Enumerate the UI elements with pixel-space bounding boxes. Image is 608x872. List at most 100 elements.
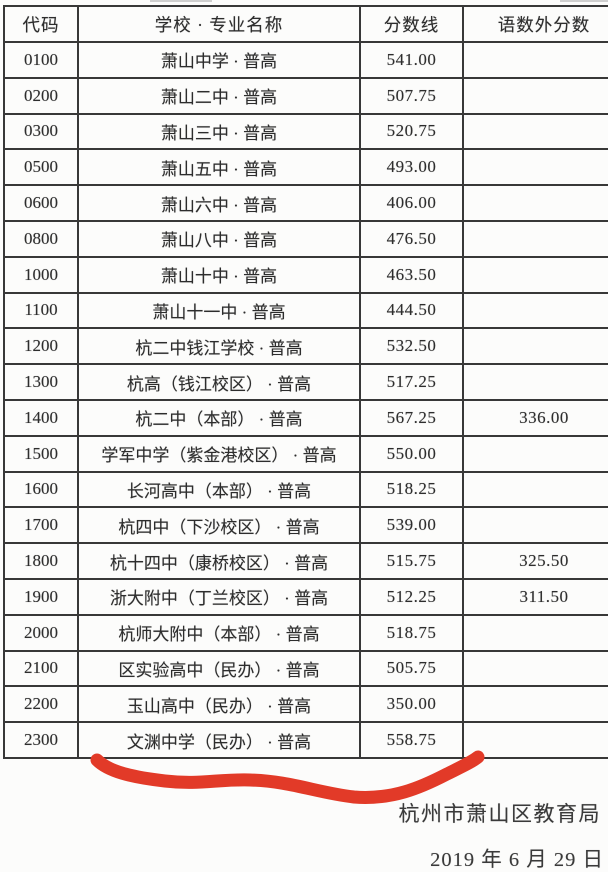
school-name: 玉山高中（民办） · 普高 [77, 685, 361, 724]
school-name: 萧山二中 · 普高 [77, 76, 361, 115]
table-row: 1700 杭四中（下沙校区） · 普高 539.00 [3, 506, 608, 545]
header-school-name: 学校 · 专业名称 [77, 5, 361, 43]
school-code: 0500 [3, 148, 79, 187]
school-name: 浙大附中（丁兰校区） · 普高 [77, 577, 361, 616]
score-line-value: 515.75 [359, 542, 464, 580]
school-code: 0200 [3, 76, 79, 115]
school-name: 文渊中学（民办） · 普高 [77, 721, 361, 759]
school-name: 学军中学（紫金港校区） · 普高 [77, 434, 361, 473]
school-code: 1200 [3, 327, 79, 366]
table-row: 0100 萧山中学 · 普高 541.00 [3, 41, 608, 79]
table-row: 1800 杭十四中（康桥校区） · 普高 515.75 325.50 [3, 542, 608, 580]
header-code: 代码 [3, 5, 79, 43]
lsw-score-value [462, 327, 608, 366]
score-line-value: 541.00 [359, 41, 464, 79]
score-line-value: 512.25 [359, 577, 464, 616]
school-code: 1900 [3, 577, 79, 616]
lsw-score-value [462, 291, 608, 330]
school-code: 1500 [3, 434, 79, 473]
lsw-score-value [462, 41, 608, 79]
score-line-value: 550.00 [359, 434, 464, 473]
lsw-score-value [462, 112, 608, 151]
lsw-score-value: 325.50 [462, 542, 608, 580]
score-line-value: 518.25 [359, 470, 464, 509]
document-date: 2019 年 6 月 29 日 [430, 849, 604, 871]
lsw-score-value [462, 613, 608, 652]
score-line-value: 505.75 [359, 649, 464, 688]
scan-artifact [560, 0, 608, 2]
school-code: 2100 [3, 649, 79, 688]
table-row: 0500 萧山五中 · 普高 493.00 [3, 148, 608, 187]
school-code: 0100 [3, 41, 79, 79]
table-row: 0200 萧山二中 · 普高 507.75 [3, 76, 608, 115]
school-code: 2000 [3, 613, 79, 652]
table-row: 0800 萧山八中 · 普高 476.50 [3, 219, 608, 258]
school-code: 2300 [3, 721, 79, 759]
school-name: 萧山六中 · 普高 [77, 184, 361, 222]
lsw-score-value [462, 148, 608, 187]
lsw-score-value [462, 649, 608, 688]
school-code: 1100 [3, 291, 79, 330]
lsw-score-value [462, 363, 608, 401]
table-row: 1500 学军中学（紫金港校区） · 普高 550.00 [3, 434, 608, 473]
school-name: 杭十四中（康桥校区） · 普高 [77, 542, 361, 580]
school-name: 萧山十一中 · 普高 [77, 291, 361, 330]
table-body: 0100 萧山中学 · 普高 541.00 0200 萧山二中 · 普高 507… [3, 41, 608, 759]
score-line-value: 507.75 [359, 76, 464, 115]
lsw-score-value [462, 255, 608, 294]
lsw-score-value [462, 434, 608, 473]
score-line-value: 463.50 [359, 255, 464, 294]
school-name: 杭师大附中（本部） · 普高 [77, 613, 361, 652]
header-row: 代码 学校 · 专业名称 分数线 语数外分数 [3, 5, 608, 43]
table-row: 1300 杭高（钱江校区） · 普高 517.25 [3, 363, 608, 401]
table-row: 1100 萧山十一中 · 普高 444.50 [3, 291, 608, 330]
school-name: 萧山中学 · 普高 [77, 41, 361, 79]
table-row: 0600 萧山六中 · 普高 406.00 [3, 184, 608, 222]
lsw-score-value [462, 470, 608, 509]
school-name: 杭高（钱江校区） · 普高 [77, 363, 361, 401]
lsw-score-value [462, 506, 608, 545]
school-name: 杭二中钱江学校 · 普高 [77, 327, 361, 366]
table-row: 2000 杭师大附中（本部） · 普高 518.75 [3, 613, 608, 652]
table-row: 1400 杭二中（本部） · 普高 567.25 336.00 [3, 398, 608, 437]
score-line-value: 532.50 [359, 327, 464, 366]
scan-artifact [150, 0, 212, 2]
school-code: 1600 [3, 470, 79, 509]
school-code: 0300 [3, 112, 79, 151]
score-line-value: 493.00 [359, 148, 464, 187]
school-name: 萧山八中 · 普高 [77, 219, 361, 258]
school-name: 萧山五中 · 普高 [77, 148, 361, 187]
header-lsw-score: 语数外分数 [462, 5, 608, 43]
score-line-value: 350.00 [359, 685, 464, 724]
score-line-value: 567.25 [359, 398, 464, 437]
school-code: 0600 [3, 184, 79, 222]
table-row: 1600 长河高中（本部） · 普高 518.25 [3, 470, 608, 509]
lsw-score-value [462, 685, 608, 724]
score-line-value: 476.50 [359, 219, 464, 258]
score-line-value: 518.75 [359, 613, 464, 652]
table-row: 1000 萧山十中 · 普高 463.50 [3, 255, 608, 294]
lsw-score-value: 336.00 [462, 398, 608, 437]
school-code: 1700 [3, 506, 79, 545]
lsw-score-value [462, 184, 608, 222]
table-row: 0300 萧山三中 · 普高 520.75 [3, 112, 608, 151]
table-row: 2200 玉山高中（民办） · 普高 350.00 [3, 685, 608, 724]
score-line-value: 520.75 [359, 112, 464, 151]
table-row: 1200 杭二中钱江学校 · 普高 532.50 [3, 327, 608, 366]
table-row: 2100 区实验高中（民办） · 普高 505.75 [3, 649, 608, 688]
score-line-value: 539.00 [359, 506, 464, 545]
red-marker-underline-path [90, 750, 485, 804]
score-line-table: 代码 学校 · 专业名称 分数线 语数外分数 0100 萧山中学 · 普高 54… [3, 5, 608, 759]
school-code: 0800 [3, 219, 79, 258]
score-line-value: 444.50 [359, 291, 464, 330]
score-line-value: 406.00 [359, 184, 464, 222]
school-code: 1800 [3, 542, 79, 580]
school-name: 长河高中（本部） · 普高 [77, 470, 361, 509]
school-code: 1300 [3, 363, 79, 401]
lsw-score-value [462, 721, 608, 759]
header-score-line: 分数线 [359, 5, 464, 43]
lsw-score-value [462, 219, 608, 258]
score-line-value: 517.25 [359, 363, 464, 401]
school-code: 2200 [3, 685, 79, 724]
